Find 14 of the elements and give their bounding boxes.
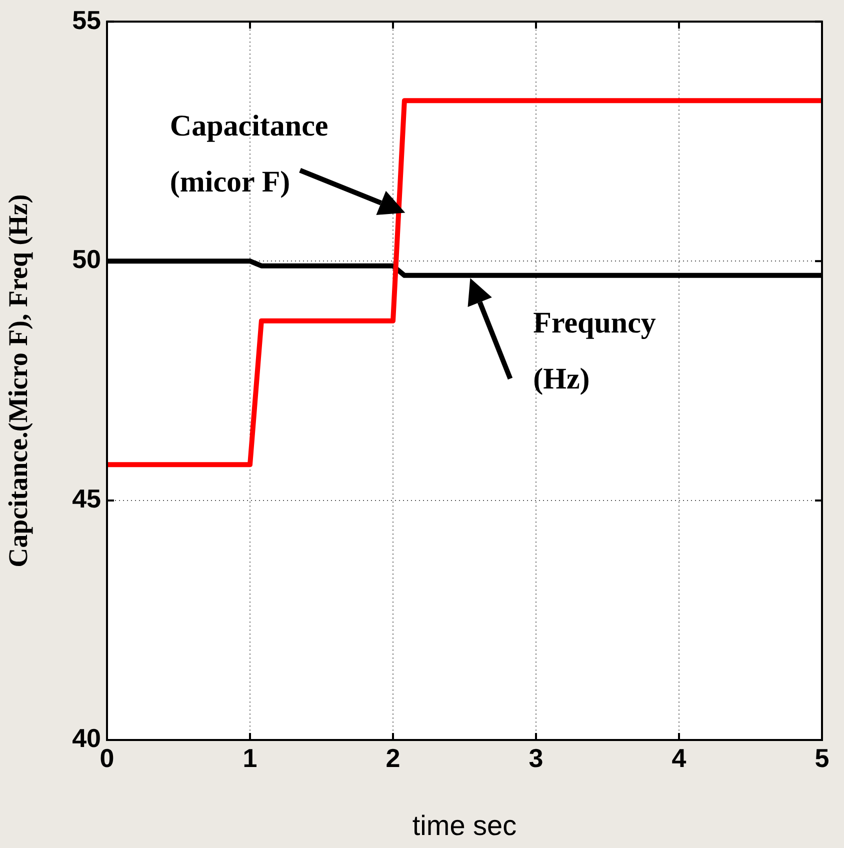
- y-tick-label: 55: [72, 4, 101, 35]
- annotation: Capacitance (micor F): [170, 110, 328, 199]
- x-tick-label: 4: [672, 742, 687, 773]
- x-tick-label: 2: [386, 742, 400, 773]
- annotation: Frequncy (Hz): [533, 306, 656, 396]
- x-tick-label: 1: [242, 742, 258, 773]
- y-tick-label: 40: [72, 723, 101, 754]
- x-tick-label: 0: [100, 742, 114, 773]
- y-axis-title: Capcitance.(Micro F), Freq (Hz): [3, 194, 34, 568]
- x-tick-label: 3: [528, 742, 544, 773]
- y-tick-label: 45: [72, 484, 101, 514]
- x-tick-label: 5: [814, 742, 830, 773]
- x-axis-title: time sec: [412, 810, 517, 841]
- y-tick-label: 50: [72, 244, 101, 274]
